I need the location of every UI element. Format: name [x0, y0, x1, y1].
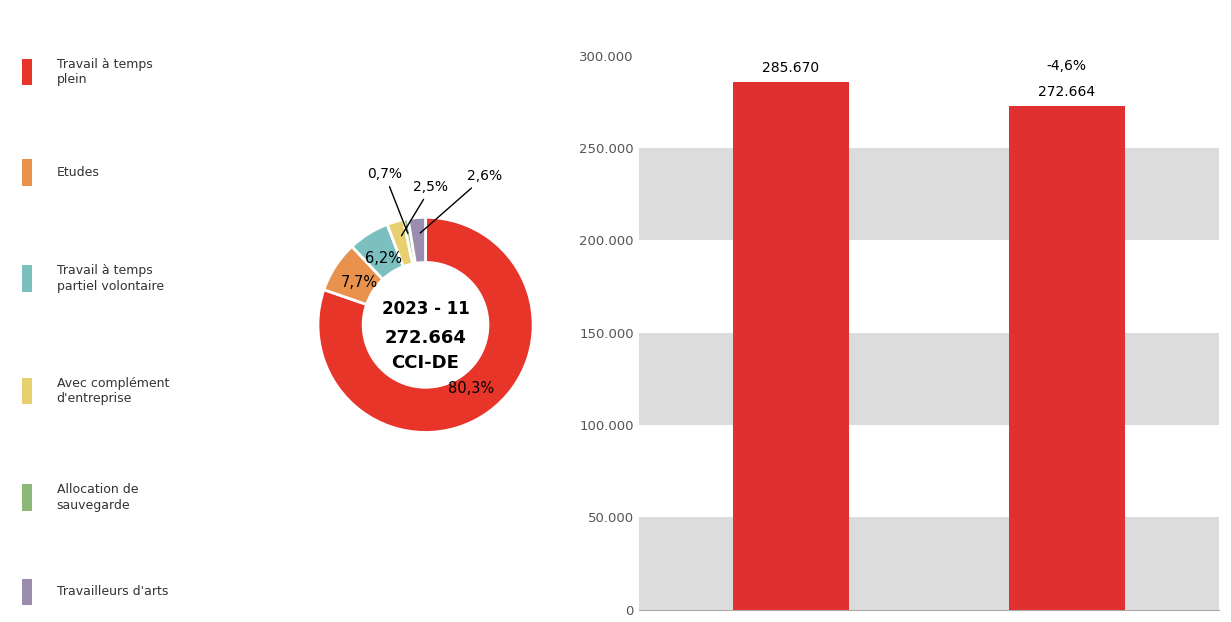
- Wedge shape: [388, 220, 412, 267]
- Bar: [22, 58, 32, 85]
- Text: Avec complément
d'entreprise: Avec complément d'entreprise: [57, 377, 169, 405]
- Wedge shape: [404, 219, 415, 264]
- Text: 2,5%: 2,5%: [401, 180, 448, 236]
- Bar: [22, 484, 32, 511]
- Title: Total des CCI-DE: Total des CCI-DE: [826, 0, 1030, 3]
- Wedge shape: [324, 246, 383, 305]
- Wedge shape: [318, 217, 533, 432]
- Text: 80,3%: 80,3%: [448, 381, 494, 396]
- Text: Allocation de
sauvegarde: Allocation de sauvegarde: [57, 483, 138, 511]
- Bar: [22, 578, 32, 605]
- Bar: [732, 82, 848, 610]
- Bar: [22, 378, 32, 404]
- Bar: [639, 240, 1219, 333]
- Bar: [22, 159, 32, 185]
- Text: 7,7%: 7,7%: [341, 275, 378, 290]
- Text: 285.670: 285.670: [762, 61, 819, 75]
- Bar: [639, 55, 1219, 148]
- Text: Travail à temps
plein: Travail à temps plein: [57, 58, 153, 86]
- Text: -4,6%: -4,6%: [1046, 59, 1087, 73]
- Text: 2023 - 11: 2023 - 11: [382, 300, 469, 318]
- Bar: [639, 518, 1219, 610]
- Text: 2,6%: 2,6%: [420, 169, 502, 233]
- Bar: [22, 266, 32, 292]
- Text: CCI-DE: CCI-DE: [391, 353, 459, 371]
- Wedge shape: [352, 225, 404, 279]
- Bar: [639, 425, 1219, 518]
- Bar: [639, 333, 1219, 425]
- Wedge shape: [407, 217, 426, 263]
- Text: 272.664: 272.664: [384, 329, 467, 347]
- Text: Etudes: Etudes: [57, 166, 100, 179]
- Text: Travail à temps
partiel volontaire: Travail à temps partiel volontaire: [57, 264, 164, 293]
- Text: 272.664: 272.664: [1038, 85, 1096, 99]
- Text: 0,7%: 0,7%: [367, 167, 407, 233]
- Bar: [639, 148, 1219, 240]
- Text: Travailleurs d'arts: Travailleurs d'arts: [57, 585, 169, 598]
- Text: 6,2%: 6,2%: [366, 251, 403, 266]
- Bar: [1008, 106, 1125, 610]
